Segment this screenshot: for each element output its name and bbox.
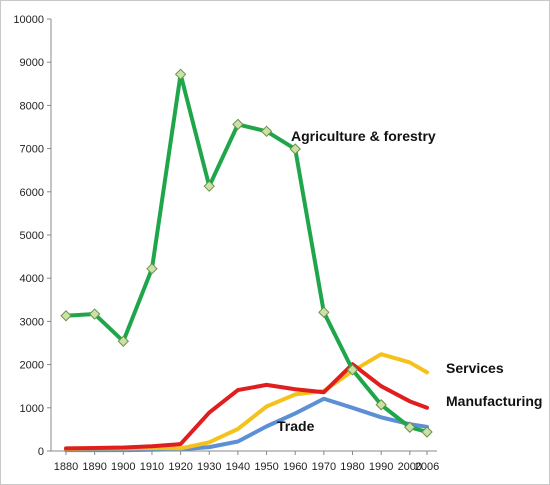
label-services: Services (446, 360, 504, 376)
series-markers (60, 68, 433, 438)
x-tick-label: 1950 (254, 461, 278, 473)
y-tick-label: 8000 (20, 100, 44, 112)
y-tick-label: 7000 (20, 144, 44, 156)
data-point-marker (146, 262, 158, 275)
y-tick-label: 2000 (20, 360, 44, 372)
y-tick-label: 9000 (20, 57, 44, 69)
x-tick-label: 1980 (340, 461, 364, 473)
data-point-marker (117, 335, 130, 347)
y-tick-label: 10000 (13, 14, 44, 26)
x-tick-label: 1930 (197, 461, 221, 473)
data-point-marker (88, 308, 101, 320)
data-point-marker (232, 118, 244, 131)
data-point-marker (404, 421, 416, 433)
series-line-agriculture-forestry (64, 72, 429, 434)
y-tick-label: 3000 (20, 316, 44, 328)
x-tick-label: 1890 (82, 461, 106, 473)
x-tick-label: 1920 (168, 461, 192, 473)
data-point-marker (289, 143, 301, 155)
y-tick-label: 4000 (20, 273, 44, 285)
label-trade: Trade (277, 418, 315, 434)
series-labels: Agriculture & forestry Services Manufact… (277, 128, 542, 434)
data-point-marker (260, 125, 273, 138)
y-tick-label: 0 (38, 446, 44, 458)
x-tick-label: 1970 (312, 461, 336, 473)
y-axis: 0 1000 2000 3000 4000 5000 6000 7000 8000 9000 100… (13, 14, 52, 458)
series-line-services (64, 352, 429, 451)
series-line-manufacturing (64, 362, 429, 451)
data-point-marker (60, 310, 72, 322)
data-point-marker (318, 306, 330, 319)
data-point-marker (174, 68, 187, 81)
series-lines (64, 72, 429, 453)
y-tick-label: 6000 (20, 187, 44, 199)
data-point-marker (375, 399, 387, 411)
x-tick-label: 1990 (369, 461, 393, 473)
x-tick-label: 2006 (415, 461, 439, 473)
y-tick-label: 5000 (20, 230, 44, 242)
data-point-marker (346, 364, 359, 376)
x-tick-label: 1910 (140, 461, 164, 473)
x-tick-label: 1940 (226, 461, 250, 473)
x-axis: 1880 1890 1900 1910 1920 1930 1940 1950 1960 1970… (51, 450, 439, 473)
data-point-marker (421, 426, 433, 438)
label-manufacturing: Manufacturing (446, 393, 542, 409)
y-tick-label: 1000 (20, 403, 44, 415)
x-tick-label: 1880 (54, 461, 78, 473)
x-tick-label: 1960 (283, 461, 307, 473)
x-tick-label: 1900 (111, 461, 135, 473)
label-agriculture-forestry: Agriculture & forestry (291, 128, 436, 144)
data-point-marker (203, 180, 215, 192)
x-tick-label: 2000 (398, 461, 422, 473)
